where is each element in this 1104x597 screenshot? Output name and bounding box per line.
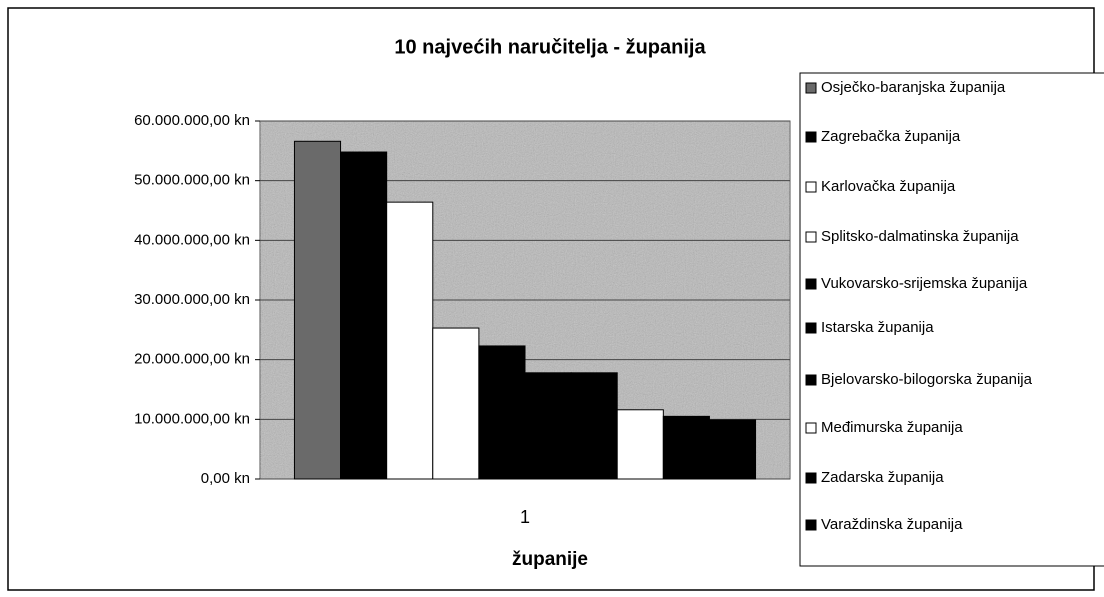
bar [524,372,572,480]
legend-label: Međimurska županija [821,419,963,436]
legend-swatch [805,374,817,386]
bar [432,327,480,480]
legend-swatch [805,82,817,94]
y-tick-label: 20.000.000,00 kn [134,351,250,368]
y-tick-label: 50.000.000,00 kn [134,172,250,189]
legend-swatch [805,472,817,484]
bar [293,140,342,480]
legend-label: Vukovarsko-srijemska županija [821,275,1028,292]
y-tick-label: 40.000.000,00 kn [134,231,250,248]
legend-swatch [805,181,817,193]
legend-swatch [805,231,817,243]
legend-swatch [805,131,817,143]
y-tick-label: 10.000.000,00 kn [134,410,250,427]
chart-title: 10 najvećih naručitelja - županija [394,36,706,58]
legend-label: Istarska županija [821,319,934,336]
y-tick-label: 60.000.000,00 kn [134,112,250,129]
legend-swatch [805,422,817,434]
legend-label: Zagrebačka županija [821,128,961,145]
y-tick-label: 0,00 kn [201,470,250,487]
y-tick-label: 30.000.000,00 kn [134,291,250,308]
legend-label: Splitsko-dalmatinska županija [821,228,1019,245]
legend-label: Zadarska županija [821,469,944,486]
bar [662,415,710,480]
bar [570,372,618,480]
legend-swatch [805,278,817,290]
bar [616,409,664,480]
bar [386,201,434,480]
x-tick-label: 1 [520,507,530,527]
bar [478,345,526,480]
bar [708,419,757,480]
legend-label: Bjelovarsko-bilogorska županija [821,371,1033,388]
legend-label: Osječko-baranjska županija [821,79,1006,96]
legend-swatch [805,322,817,334]
bar [340,151,388,480]
legend-label: Varaždinska županija [821,516,963,533]
x-axis-title: županije [512,549,588,570]
legend-box [799,72,1104,567]
legend-swatch [805,519,817,531]
legend-label: Karlovačka županija [821,178,956,195]
